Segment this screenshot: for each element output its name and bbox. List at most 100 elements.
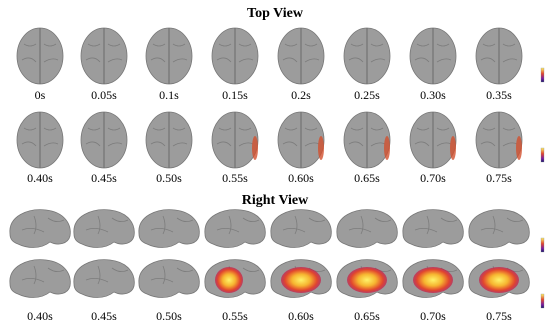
- time-label: 0.75s: [486, 309, 512, 323]
- brain: [468, 259, 530, 298]
- brain: [16, 111, 64, 169]
- brain-sulci: [21, 43, 59, 63]
- time-label: 0.70s: [420, 309, 446, 323]
- brain-shape: [9, 209, 71, 248]
- brain: [80, 111, 128, 169]
- brain: [80, 27, 128, 85]
- brain-shape: [138, 209, 200, 248]
- time-label: 0.65s: [354, 309, 380, 323]
- brain: [270, 209, 332, 248]
- brain-sulci: [85, 215, 129, 235]
- brain: [9, 259, 71, 298]
- brain: [211, 27, 259, 85]
- brain: [336, 209, 398, 248]
- brain: [343, 111, 391, 169]
- activation: [252, 136, 258, 160]
- brain-sulci: [414, 215, 458, 235]
- time-label: 0.70s: [420, 171, 446, 185]
- brain-sulci: [480, 43, 518, 63]
- brain: [16, 27, 64, 85]
- time-label: 0.05s: [91, 88, 117, 102]
- time-label: 0.1s: [159, 88, 179, 102]
- brain-shape: [468, 209, 530, 248]
- activation: [413, 267, 453, 293]
- brain-sulci: [216, 127, 254, 147]
- brain: [204, 209, 266, 248]
- brain: [475, 111, 523, 169]
- activation: [281, 267, 321, 293]
- brain: [73, 259, 135, 298]
- brain-shape: [73, 259, 135, 298]
- time-label: 0.2s: [291, 88, 311, 102]
- activation: [347, 267, 387, 293]
- brain-sulci: [216, 43, 254, 63]
- time-label: 0.45s: [91, 309, 117, 323]
- brain-shape: [336, 209, 398, 248]
- brain-sulci: [348, 127, 386, 147]
- brain-sulci: [85, 127, 123, 147]
- brain: [277, 27, 325, 85]
- brain-sulci: [480, 215, 524, 235]
- time-label: 0.35s: [486, 88, 512, 102]
- brain-sulci: [216, 215, 260, 235]
- brain-sulci: [348, 215, 392, 235]
- time-label: 0.30s: [420, 88, 446, 102]
- brain: [343, 27, 391, 85]
- activation: [450, 136, 456, 160]
- colorbar: [540, 147, 545, 163]
- brain: [211, 111, 259, 169]
- brain-sulci: [150, 43, 188, 63]
- brain-shape: [9, 259, 71, 298]
- colorbar: [540, 67, 545, 83]
- time-label: 0s: [35, 88, 46, 102]
- brain: [402, 259, 464, 298]
- brain: [270, 259, 332, 298]
- section-title: Top View: [247, 6, 304, 21]
- brain: [145, 111, 193, 169]
- brain-sulci: [414, 127, 452, 147]
- activation: [516, 136, 522, 160]
- time-label: 0.55s: [222, 309, 248, 323]
- brain: [336, 259, 398, 298]
- brain-sulci: [150, 215, 194, 235]
- brain-shape: [270, 209, 332, 248]
- time-label: 0.65s: [354, 171, 380, 185]
- brain: [9, 209, 71, 248]
- brain-sulci: [21, 265, 65, 285]
- brain: [73, 209, 135, 248]
- time-label: 0.25s: [354, 88, 380, 102]
- colorbar: [540, 293, 545, 309]
- brain-shape: [73, 209, 135, 248]
- time-label: 0.60s: [288, 309, 314, 323]
- brain-sulci: [480, 127, 518, 147]
- brain: [468, 209, 530, 248]
- brain: [145, 27, 193, 85]
- time-label: 0.40s: [27, 309, 53, 323]
- time-label: 0.60s: [288, 171, 314, 185]
- activation: [384, 136, 390, 160]
- time-label: 0.50s: [156, 309, 182, 323]
- brain-shape: [138, 259, 200, 298]
- brain-sulci: [85, 265, 129, 285]
- activation: [479, 267, 519, 293]
- brain-shape: [204, 209, 266, 248]
- brain-sulci: [150, 265, 194, 285]
- brain: [277, 111, 325, 169]
- brain-sulci: [282, 127, 320, 147]
- colorbar: [540, 237, 545, 253]
- time-label: 0.40s: [27, 171, 53, 185]
- brain-sulci: [282, 215, 326, 235]
- brain: [138, 259, 200, 298]
- brain: [409, 27, 457, 85]
- brain-sulci: [85, 43, 123, 63]
- brain: [204, 259, 266, 298]
- brain-sulci: [150, 127, 188, 147]
- time-label: 0.50s: [156, 171, 182, 185]
- time-label: 0.15s: [222, 88, 248, 102]
- brain: [409, 111, 457, 169]
- time-label: 0.75s: [486, 171, 512, 185]
- section-title: Right View: [242, 193, 309, 208]
- brain-sulci: [21, 127, 59, 147]
